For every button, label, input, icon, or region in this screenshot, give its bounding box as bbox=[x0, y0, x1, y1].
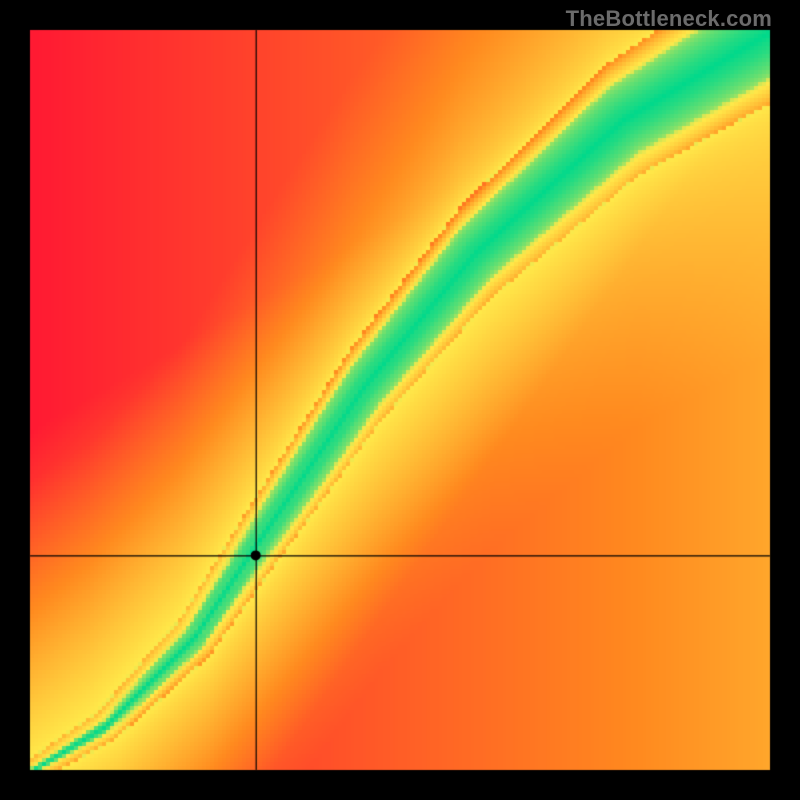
chart-stage: TheBottleneck.com bbox=[0, 0, 800, 800]
crosshair-overlay bbox=[0, 0, 800, 800]
watermark-text: TheBottleneck.com bbox=[566, 6, 772, 32]
